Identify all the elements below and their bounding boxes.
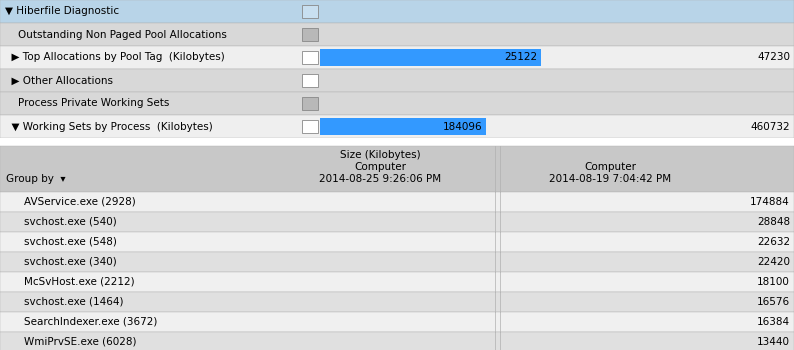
Text: 22632: 22632 [757,237,790,247]
Text: Computer: Computer [584,162,636,172]
Bar [0,92,794,115]
Bar [0,46,794,69]
Text: ▼ Hiberfile Diagnostic: ▼ Hiberfile Diagnostic [5,7,119,16]
Bar [0,115,794,138]
Bar [320,49,541,66]
Text: ▼ Working Sets by Process  (Kilobytes): ▼ Working Sets by Process (Kilobytes) [5,121,213,132]
Bar [0,252,794,272]
Text: Computer: Computer [354,162,406,172]
Bar [302,28,318,41]
Text: ▶ Other Allocations: ▶ Other Allocations [5,76,113,85]
Text: SearchIndexer.exe (3672): SearchIndexer.exe (3672) [24,317,157,327]
Bar [320,118,486,135]
Text: 25122: 25122 [505,52,538,63]
Bar [0,69,794,92]
Text: WmiPrvSE.exe (6028): WmiPrvSE.exe (6028) [24,337,137,347]
Text: Process Private Working Sets: Process Private Working Sets [5,98,169,108]
Text: McSvHost.exe (2212): McSvHost.exe (2212) [24,277,135,287]
Bar [0,192,794,212]
Text: svchost.exe (340): svchost.exe (340) [24,257,117,267]
Text: AVService.exe (2928): AVService.exe (2928) [24,197,136,207]
Bar [0,332,794,350]
Text: 16384: 16384 [757,317,790,327]
Bar [0,312,794,332]
Text: Group by  ▾: Group by ▾ [6,174,66,184]
Bar [0,23,794,46]
Text: 16576: 16576 [757,297,790,307]
Text: svchost.exe (1464): svchost.exe (1464) [24,297,124,307]
Bar [0,272,794,292]
Text: 22420: 22420 [757,257,790,267]
Bar [0,292,794,312]
Text: 174884: 174884 [750,197,790,207]
Bar [302,74,318,87]
Bar [302,120,318,133]
Bar [0,212,794,232]
Text: Size (Kilobytes): Size (Kilobytes) [340,150,420,160]
Text: Outstanding Non Paged Pool Allocations: Outstanding Non Paged Pool Allocations [5,29,227,40]
Bar [302,97,318,110]
Bar [0,0,794,23]
Text: 460732: 460732 [750,121,790,132]
Text: 47230: 47230 [757,52,790,63]
Text: 18100: 18100 [757,277,790,287]
Text: svchost.exe (548): svchost.exe (548) [24,237,117,247]
Text: svchost.exe (540): svchost.exe (540) [24,217,117,227]
Text: 28848: 28848 [757,217,790,227]
Bar [0,146,794,192]
Bar [302,51,318,64]
Bar [302,5,318,18]
Text: 184096: 184096 [443,121,483,132]
Text: ▶ Top Allocations by Pool Tag  (Kilobytes): ▶ Top Allocations by Pool Tag (Kilobytes… [5,52,225,63]
Text: 13440: 13440 [757,337,790,347]
Text: 2014-08-19 7:04:42 PM: 2014-08-19 7:04:42 PM [549,174,671,184]
Bar [0,138,794,146]
Text: 2014-08-25 9:26:06 PM: 2014-08-25 9:26:06 PM [319,174,441,184]
Bar [0,232,794,252]
